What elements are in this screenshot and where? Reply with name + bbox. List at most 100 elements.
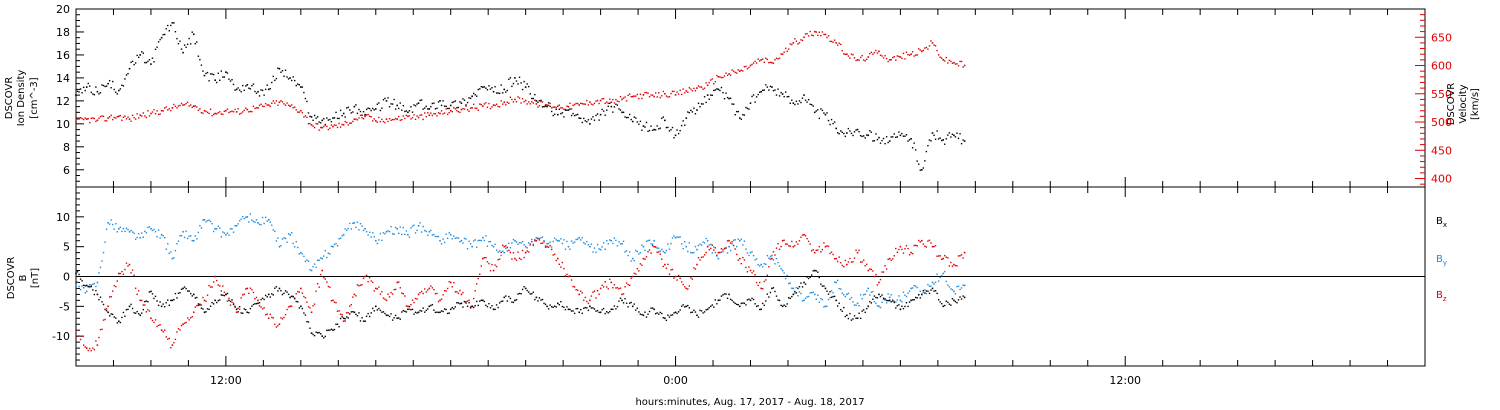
interp-point <box>902 291 905 294</box>
interp-point <box>101 260 103 262</box>
interp-point <box>130 272 132 274</box>
interp-point <box>531 292 533 295</box>
data-point <box>449 233 452 236</box>
interp-point <box>108 315 111 317</box>
data-point <box>300 287 302 290</box>
data-point <box>685 287 688 290</box>
interp-point <box>367 107 369 109</box>
interp-point <box>258 104 261 107</box>
interp-point <box>112 80 114 83</box>
interp-point <box>939 276 941 279</box>
interp-point <box>806 32 808 35</box>
interp-point <box>185 287 187 290</box>
interp-point <box>206 219 209 222</box>
interp-point <box>800 39 802 41</box>
interp-point <box>376 103 379 105</box>
interp-point <box>586 99 588 102</box>
interp-point <box>402 309 405 312</box>
data-point <box>503 245 506 248</box>
interp-point <box>335 301 337 304</box>
interp-point <box>327 285 330 288</box>
interp-point <box>82 86 85 89</box>
interp-point <box>849 312 851 315</box>
interp-point <box>127 116 129 118</box>
interp-point <box>960 254 963 256</box>
interp-point <box>726 297 729 299</box>
interp-point <box>633 95 635 97</box>
interp-point <box>916 245 918 247</box>
data-point <box>332 117 334 119</box>
data-point <box>460 302 463 305</box>
interp-point <box>347 124 349 126</box>
interp-point <box>177 42 180 45</box>
interp-point <box>661 312 663 315</box>
interp-point <box>612 98 614 101</box>
interp-point <box>232 231 235 233</box>
interp-point <box>251 305 253 307</box>
interp-point <box>275 240 278 242</box>
interp-point <box>223 294 226 297</box>
interp-point <box>569 248 571 250</box>
interp-point <box>379 309 382 312</box>
interp-point <box>934 244 937 247</box>
interp-point <box>592 116 594 118</box>
interp-point <box>763 61 765 63</box>
interp-point <box>697 85 700 87</box>
interp-point <box>281 318 284 320</box>
data-point <box>364 227 366 230</box>
interp-point <box>229 80 232 82</box>
interp-point <box>713 246 715 248</box>
interp-point <box>593 119 596 121</box>
interp-point <box>615 103 617 105</box>
interp-point <box>108 296 111 298</box>
data-point <box>728 293 730 296</box>
data-point <box>749 269 752 272</box>
interp-point <box>398 107 400 110</box>
interp-point <box>864 137 866 139</box>
interp-point <box>575 288 577 291</box>
interp-point <box>372 232 374 234</box>
interp-point <box>174 249 177 252</box>
interp-point <box>639 313 642 315</box>
interp-point <box>433 309 435 311</box>
interp-point <box>408 236 411 238</box>
interp-point <box>809 292 811 294</box>
data-point <box>342 112 345 115</box>
interp-point <box>431 303 434 306</box>
interp-point <box>394 108 397 110</box>
interp-point <box>950 288 952 290</box>
interp-point <box>495 92 498 94</box>
interp-point <box>290 305 293 307</box>
interp-point <box>474 305 476 307</box>
interp-point <box>549 241 551 243</box>
interp-point <box>156 110 158 112</box>
interp-point <box>651 94 654 96</box>
interp-point <box>602 110 605 112</box>
interp-point <box>498 106 501 108</box>
interp-point <box>251 84 253 87</box>
interp-point <box>847 127 850 130</box>
interp-point <box>606 101 608 103</box>
interp-point <box>271 293 273 295</box>
interp-point <box>684 124 686 126</box>
data-point <box>118 89 120 92</box>
interp-point <box>512 238 515 241</box>
interp-point <box>352 120 354 123</box>
interp-point <box>312 265 314 268</box>
data-point <box>706 239 709 242</box>
data-point <box>856 128 859 131</box>
interp-point <box>272 229 275 231</box>
interp-point <box>723 247 726 250</box>
interp-point <box>512 301 515 304</box>
interp-point <box>627 283 629 286</box>
interp-point <box>838 287 840 290</box>
interp-point <box>872 140 874 142</box>
interp-point <box>153 109 155 111</box>
interp-point <box>520 293 522 295</box>
interp-point <box>170 299 172 302</box>
interp-point <box>370 312 372 314</box>
interp-point <box>263 298 265 301</box>
data-point <box>267 293 270 296</box>
interp-point <box>884 55 886 57</box>
interp-point <box>948 265 951 267</box>
